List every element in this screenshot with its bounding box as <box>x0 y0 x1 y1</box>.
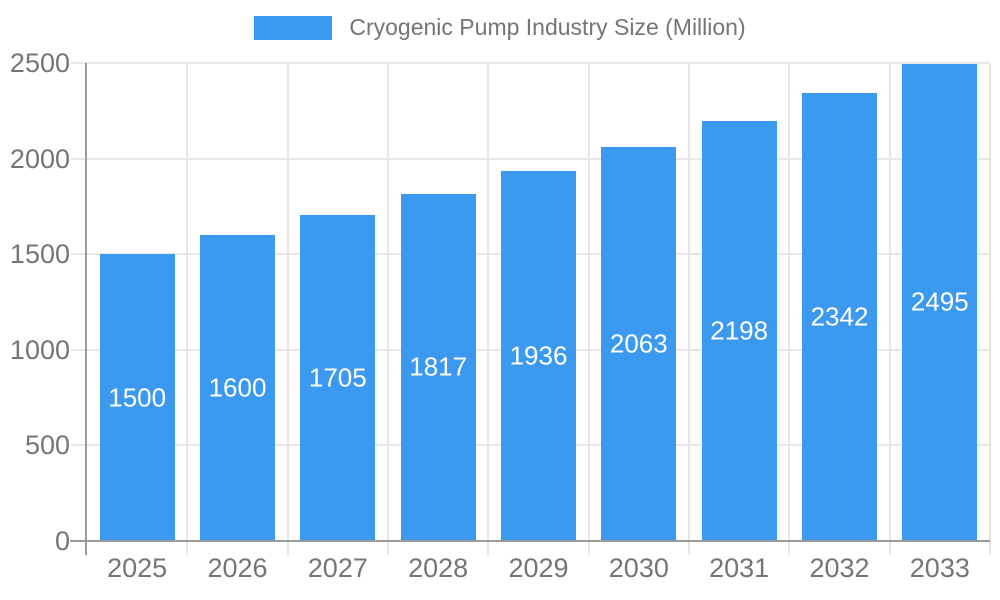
x-tick-label: 2025 <box>107 553 168 583</box>
y-tick-label: 2000 <box>9 143 70 174</box>
gridline-horizontal <box>87 62 990 64</box>
gridline-vertical <box>587 63 590 555</box>
y-axis-tick <box>71 253 87 256</box>
gridline-vertical <box>989 63 991 555</box>
bar-value-label: 2495 <box>910 286 969 317</box>
bar-value-label: 1600 <box>208 372 267 403</box>
bar-value-label: 2063 <box>609 328 668 359</box>
bar[interactable]: 2342 <box>801 93 878 541</box>
y-tick-label: 0 <box>54 526 70 556</box>
gridline-vertical <box>286 63 289 555</box>
y-tick-label: 1500 <box>9 239 70 270</box>
y-axis-line <box>85 63 87 555</box>
gridline-horizontal <box>87 157 990 160</box>
gridline-vertical <box>186 63 189 555</box>
legend[interactable]: Cryogenic Pump Industry Size (Million) <box>0 14 1000 41</box>
bar-value-label: 1500 <box>108 382 167 413</box>
x-axis-line <box>85 540 990 542</box>
y-axis-zero-tick <box>70 540 87 542</box>
bar[interactable]: 1500 <box>99 254 175 541</box>
y-axis-tick <box>71 348 87 351</box>
gridline-vertical <box>487 63 490 555</box>
bar-value-label: 1705 <box>308 362 367 393</box>
y-axis-tick <box>71 62 87 64</box>
y-tick-label: 1000 <box>9 334 70 365</box>
y-tick-label: 2500 <box>9 48 70 78</box>
x-tick-label: 2026 <box>207 553 268 583</box>
gridline-vertical <box>688 63 690 555</box>
x-tick-label: 2032 <box>809 553 870 583</box>
y-tick-label: 500 <box>24 430 70 461</box>
y-axis-tick <box>71 157 87 160</box>
bar[interactable]: 1817 <box>400 193 476 541</box>
x-tick-label: 2029 <box>508 553 569 583</box>
bar[interactable]: 2495 <box>902 63 978 541</box>
bar-value-label: 1817 <box>409 351 468 382</box>
x-tick-label: 2031 <box>709 553 770 583</box>
bar-value-label: 2342 <box>810 301 869 332</box>
bar[interactable]: 2063 <box>601 146 677 541</box>
gridline-vertical <box>387 63 389 555</box>
legend-swatch <box>254 15 333 40</box>
bar[interactable]: 1705 <box>300 215 376 541</box>
bar-value-label: 1936 <box>509 340 568 371</box>
x-tick-label: 2033 <box>909 553 970 583</box>
legend-label: Cryogenic Pump Industry Size (Million) <box>349 14 746 40</box>
bar[interactable]: 1936 <box>500 170 577 541</box>
y-axis-labels: 0 500 1000 1500 2000 2500 <box>0 48 70 556</box>
x-axis-labels: 2025 2026 2027 2028 2029 2030 2031 2032 2033 <box>87 551 990 585</box>
x-tick-label: 2027 <box>307 553 368 583</box>
x-tick-label: 2030 <box>608 553 669 583</box>
gridline-vertical <box>888 63 891 555</box>
bar-value-label: 2198 <box>710 315 769 346</box>
gridline-vertical <box>788 63 791 555</box>
y-axis-tick <box>71 444 87 447</box>
bar[interactable]: 1600 <box>199 235 276 541</box>
plot-area: 1500 1600 1705 1817 1936 2063 2198 2342 2495 <box>71 62 991 555</box>
x-tick-label: 2028 <box>408 553 469 583</box>
bar[interactable]: 2198 <box>701 120 777 541</box>
